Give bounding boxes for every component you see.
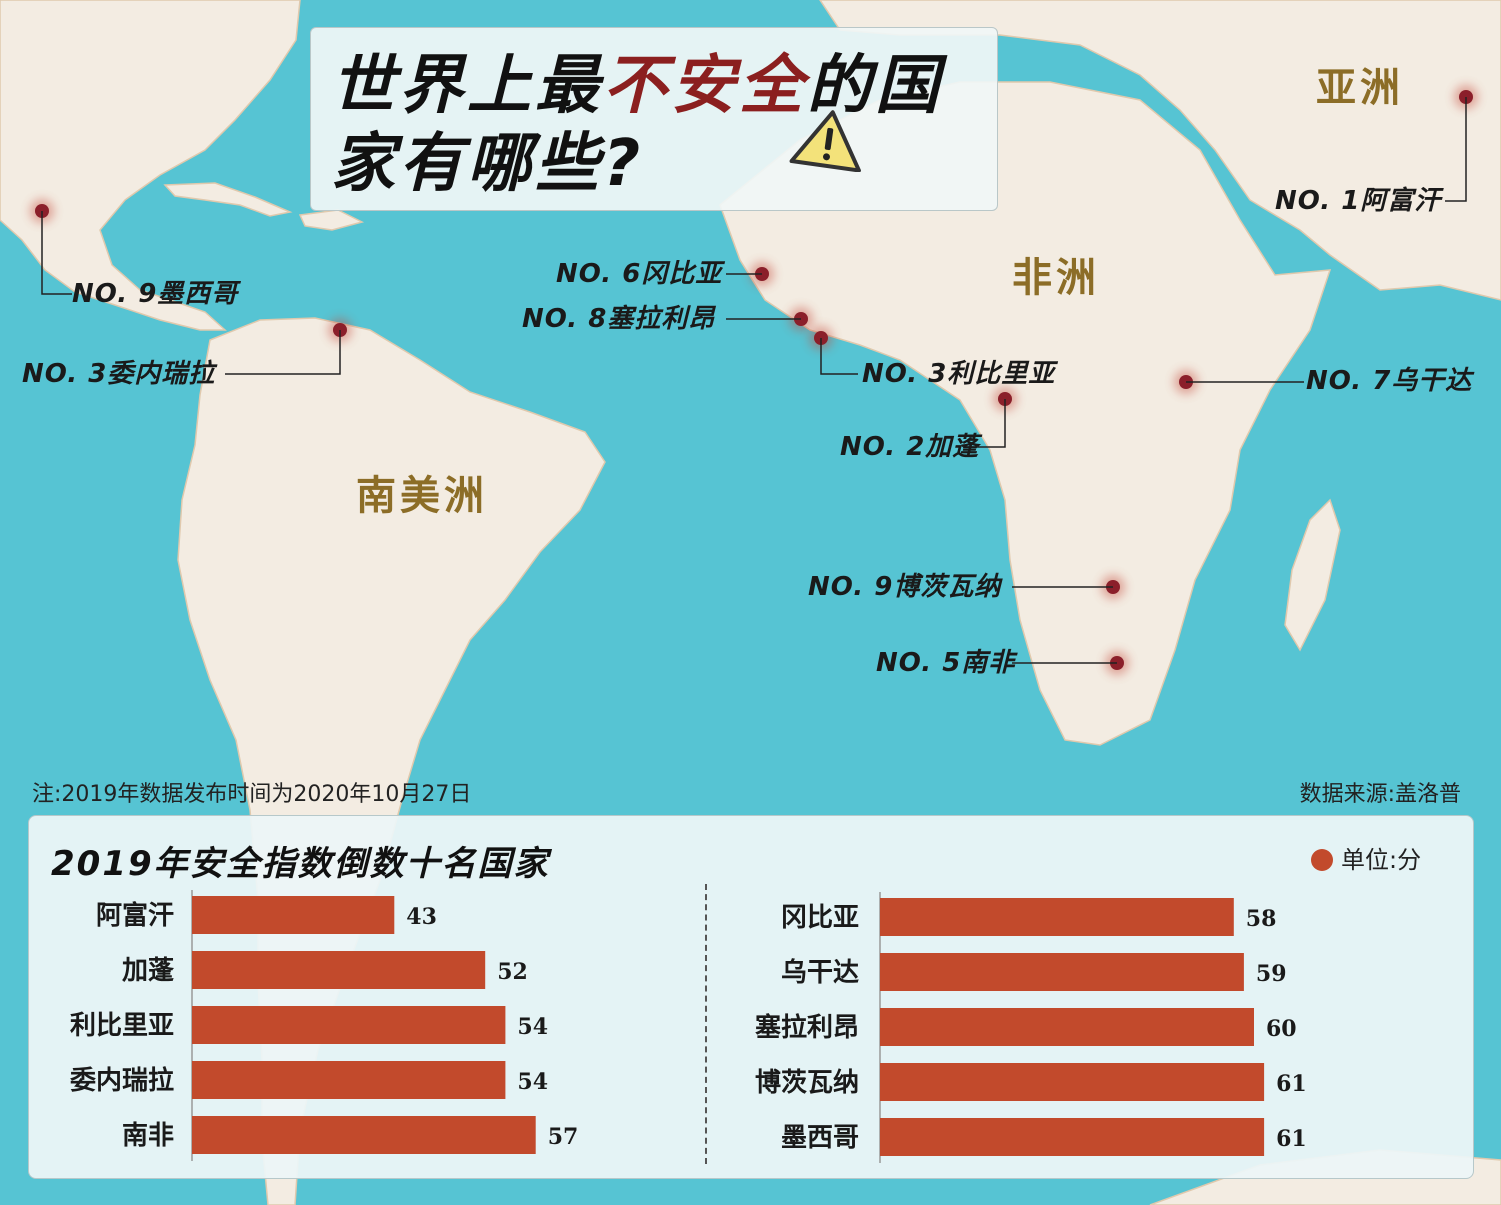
marker-label-gambia: NO. 6冈比亚 [556,259,723,289]
bar [880,1118,1265,1156]
bar-value-label: 57 [548,1124,579,1150]
marker-label-south-africa: NO. 5南非 [876,648,1016,678]
chart-title: 2019年安全指数倒数十名国家 [51,844,550,884]
chart-divider [705,884,707,1164]
bar-category-label: 加蓬 [122,956,175,986]
continent-label-south-america: 南美洲 [356,473,488,519]
bar-value-label: 60 [1266,1016,1297,1042]
bar-category-label: 冈比亚 [781,903,859,933]
bar-category-label: 博茨瓦纳 [755,1067,859,1098]
madagascar [1284,498,1341,652]
bar-category-label: 南非 [122,1121,174,1151]
bar-value-label: 52 [497,959,528,985]
bar [880,1008,1254,1046]
data-note: 注:2019年数据发布时间为2020年10月27日 [32,782,472,807]
unit-legend: 单位:分 [1311,840,1421,875]
bar-value-label: 61 [1276,1071,1307,1097]
marker-label-venezuela: NO. 3委内瑞拉 [22,359,216,389]
leader-line-liberia [820,338,858,375]
leader-line-venezuela [225,330,341,375]
bar [880,1063,1265,1101]
title-line-1: 世界上最不安全的国 [331,49,943,123]
chart-panel: 2019年安全指数倒数十名国家 单位:分 阿富汗 43 加蓬 52 利比里亚 54 委内瑞拉… [28,815,1474,1179]
bar [192,1061,506,1099]
bar-category-label: 阿富汗 [96,900,174,931]
legend-dot-icon [1311,849,1333,871]
marker-label-liberia: NO. 3利比里亚 [862,359,1056,389]
marker-label-afghanistan: NO. 1阿富汗 [1275,186,1442,216]
leader-line-gabon [975,399,1006,448]
bar-value-label: 43 [406,904,437,930]
bar [880,898,1234,936]
bar-value-label: 59 [1256,961,1287,987]
marker-label-uganda: NO. 7乌干达 [1306,366,1473,396]
marker-label-botswana: NO. 9博茨瓦纳 [808,572,1002,602]
cuba [163,182,293,217]
continent-label-africa: 非洲 [1012,255,1100,301]
leader-line-mexico [41,211,72,295]
bar-chart: 阿富汗 43 加蓬 52 利比里亚 54 委内瑞拉 54 南非 57 冈比亚 58 乌干达 59 塞拉利昂 6… [70,890,1307,1163]
bar-category-label: 塞拉利昂 [755,1012,859,1043]
bar-value-label: 58 [1246,906,1277,932]
bar-value-label: 54 [517,1069,548,1095]
leader-line-afghanistan [1445,97,1467,202]
marker-label-gabon: NO. 2加蓬 [840,432,980,462]
unit-label: 单位:分 [1341,846,1422,874]
title-line-2: 家有哪些? [331,127,645,201]
bar-category-label: 乌干达 [781,957,859,988]
marker-label-sierra-leone: NO. 8塞拉利昂 [522,304,716,334]
data-source: 数据来源:盖洛普 [1299,782,1461,807]
continent-label-asia: 亚洲 [1316,65,1404,111]
bar-category-label: 委内瑞拉 [70,1065,174,1096]
bar-category-label: 墨西哥 [781,1123,859,1153]
bar [192,951,486,989]
bar-value-label: 61 [1276,1126,1307,1152]
africa [719,81,1332,746]
bar [192,1116,536,1154]
bar-category-label: 利比里亚 [70,1011,174,1041]
bar [192,896,395,934]
leader-lines [41,97,1467,664]
bar [192,1006,506,1044]
bar-value-label: 54 [517,1014,548,1040]
warning-triangle-icon [789,110,861,172]
marker-label-mexico: NO. 9墨西哥 [72,279,239,309]
title-highlight: 不安全 [603,49,807,123]
bar [880,953,1244,991]
title-card: 世界上最不安全的国 家有哪些? [310,27,998,211]
north-america [0,0,301,331]
